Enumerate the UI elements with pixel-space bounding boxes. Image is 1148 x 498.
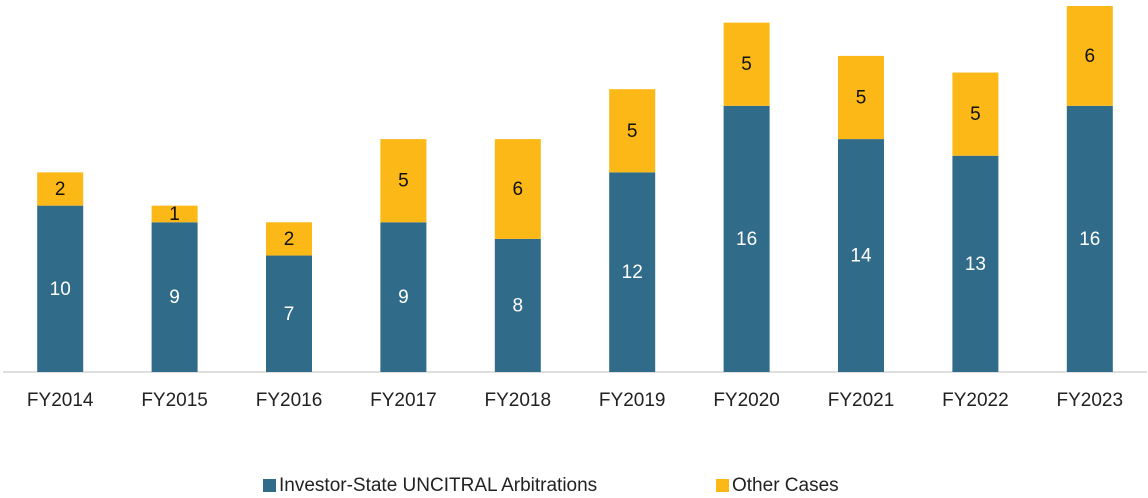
bar-segment: [151, 222, 198, 372]
data-label: 1: [169, 204, 180, 225]
x-tick-label: FY2023: [1057, 390, 1124, 411]
data-label: 9: [398, 287, 409, 308]
data-label: 5: [627, 121, 638, 142]
x-tick-label: FY2022: [942, 390, 1009, 411]
bar-segment: [151, 205, 198, 223]
x-tick-label: FY2020: [713, 390, 780, 411]
bar-segment: [723, 22, 770, 106]
data-label: 8: [513, 295, 524, 316]
data-label: 6: [1085, 46, 1096, 67]
bar-segment: [838, 55, 884, 140]
x-tick-label: FY2021: [828, 390, 895, 411]
data-label: 5: [970, 104, 981, 125]
bar-segment: [37, 172, 84, 206]
x-tick-label: FY2019: [599, 390, 666, 411]
bar-segment: [266, 255, 312, 372]
data-label: 7: [284, 304, 295, 325]
data-label: 5: [741, 54, 752, 75]
bar-segment: [380, 139, 427, 223]
bar-segment: [952, 155, 999, 372]
data-label: 10: [50, 279, 71, 300]
data-label: 5: [398, 171, 409, 192]
data-label: 14: [850, 246, 872, 267]
data-label: 13: [965, 254, 986, 275]
data-label: 5: [856, 88, 867, 109]
bar-segment: [37, 205, 84, 372]
x-tick-label: FY2016: [256, 390, 323, 411]
legend-swatch: [263, 479, 276, 492]
x-tick-label: FY2015: [141, 390, 208, 411]
data-label: 12: [622, 262, 643, 283]
bar-segment: [609, 172, 656, 372]
legend-swatch: [716, 479, 729, 492]
data-label: 9: [169, 287, 180, 308]
legend-label: Other Cases: [732, 475, 839, 496]
bar-segment: [609, 89, 656, 173]
data-label: 2: [284, 229, 295, 250]
x-tick-label: FY2018: [485, 390, 552, 411]
data-label: 16: [736, 229, 757, 250]
bar-segment: [838, 139, 884, 372]
bar-segment: [952, 72, 999, 156]
bar-segment: [1066, 6, 1113, 106]
x-tick-label: FY2014: [27, 390, 94, 411]
data-label: 2: [55, 179, 66, 200]
x-tick-label: FY2017: [370, 390, 437, 411]
bar-segment: [266, 222, 312, 256]
data-label: 6: [513, 179, 524, 200]
bar-segment: [494, 139, 541, 239]
bar-segment: [380, 222, 427, 372]
data-label: 16: [1079, 229, 1100, 250]
bar-segment: [723, 105, 770, 373]
bar-segment: [1066, 105, 1113, 373]
legend-label: Investor-State UNCITRAL Arbitrations: [279, 475, 597, 496]
bar-segment: [494, 238, 541, 372]
